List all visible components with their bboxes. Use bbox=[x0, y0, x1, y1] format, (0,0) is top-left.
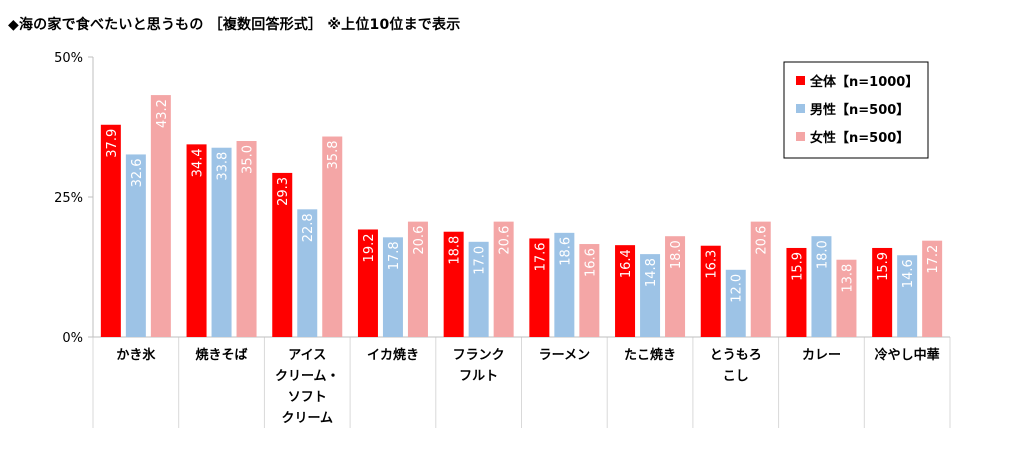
category-label: ソフト bbox=[288, 390, 327, 405]
category-label: アイス bbox=[288, 348, 326, 363]
bar-value-label: 16.3 bbox=[705, 250, 720, 279]
bar-value-label: 17.2 bbox=[926, 245, 941, 274]
bar bbox=[836, 259, 857, 337]
y-tick-label: 0% bbox=[62, 331, 83, 346]
bar bbox=[493, 221, 514, 337]
bar-value-label: 37.9 bbox=[105, 129, 120, 158]
legend-label: 全体【n=1000】 bbox=[809, 74, 918, 90]
bar bbox=[579, 244, 600, 337]
bar-value-label: 20.6 bbox=[412, 226, 427, 255]
category-label: イカ焼き bbox=[367, 347, 419, 363]
bar-value-label: 17.0 bbox=[473, 246, 488, 275]
bar-value-label: 33.8 bbox=[216, 152, 231, 181]
bar-value-label: 18.8 bbox=[448, 236, 463, 265]
bar bbox=[554, 232, 575, 337]
bar-value-label: 19.2 bbox=[362, 233, 377, 262]
bar bbox=[186, 144, 207, 337]
legend-box bbox=[783, 61, 929, 159]
bar-value-label: 16.4 bbox=[619, 249, 634, 278]
category-label: たこ焼き bbox=[624, 347, 676, 363]
bar bbox=[211, 147, 232, 337]
category-label: フルト bbox=[459, 369, 498, 384]
legend-label: 女性【n=500】 bbox=[810, 130, 909, 146]
category-label: フランク bbox=[453, 348, 505, 363]
legend-swatch bbox=[796, 104, 805, 113]
bar bbox=[125, 154, 146, 337]
bar-value-label: 14.6 bbox=[901, 259, 916, 288]
bar-value-label: 35.0 bbox=[241, 145, 256, 174]
bar bbox=[272, 172, 293, 337]
y-tick-label: 25% bbox=[54, 191, 83, 206]
category-label: クリーム bbox=[281, 411, 333, 426]
bar bbox=[443, 231, 464, 337]
bar bbox=[236, 141, 257, 337]
bar-value-label: 35.8 bbox=[326, 141, 341, 170]
category-label: かき氷 bbox=[116, 347, 156, 363]
bar bbox=[407, 221, 428, 337]
bar bbox=[357, 229, 378, 337]
bar-value-label: 13.8 bbox=[840, 264, 855, 293]
bar-value-label: 16.6 bbox=[583, 248, 598, 277]
category-label: カレー bbox=[802, 348, 841, 363]
bar-value-label: 32.6 bbox=[130, 158, 145, 187]
bar bbox=[615, 245, 636, 337]
bar-value-label: 29.3 bbox=[276, 177, 291, 206]
bar bbox=[100, 124, 121, 337]
category-label: クリーム・ bbox=[275, 369, 340, 384]
bar-value-label: 34.4 bbox=[191, 148, 206, 177]
bar bbox=[786, 247, 807, 337]
bar-value-label: 18.6 bbox=[558, 237, 573, 266]
bar bbox=[297, 209, 318, 337]
bar bbox=[897, 255, 918, 337]
bar bbox=[811, 236, 832, 337]
bar bbox=[665, 236, 686, 337]
category-label: ラーメン bbox=[539, 348, 590, 363]
bar bbox=[322, 136, 343, 337]
bar-value-label: 15.9 bbox=[790, 252, 805, 281]
bar bbox=[922, 240, 943, 337]
legend-swatch bbox=[796, 76, 805, 85]
category-label: こし bbox=[723, 369, 749, 384]
chart-title: ◆海の家で食べたいと思うもの ［複数回答形式］ ※上位10位まで表示 bbox=[8, 17, 461, 33]
category-label: とうもろ bbox=[710, 348, 762, 363]
bar bbox=[640, 254, 661, 337]
y-tick-label: 50% bbox=[54, 51, 83, 66]
bar-value-label: 20.6 bbox=[498, 226, 513, 255]
bar bbox=[468, 241, 489, 337]
bar bbox=[872, 247, 893, 337]
bar-value-label: 17.8 bbox=[387, 241, 402, 270]
bar-value-label: 22.8 bbox=[301, 213, 316, 242]
bar-value-label: 17.6 bbox=[533, 242, 548, 271]
category-label: 焼きそば bbox=[196, 347, 248, 363]
legend-swatch bbox=[796, 132, 805, 141]
legend-label: 男性【n=500】 bbox=[810, 102, 909, 118]
bar bbox=[382, 237, 403, 337]
bar bbox=[750, 221, 771, 337]
category-label: 冷やし中華 bbox=[875, 347, 940, 363]
bar-value-label: 43.2 bbox=[155, 99, 170, 128]
bar-value-label: 14.8 bbox=[644, 258, 659, 287]
bar-value-label: 18.0 bbox=[669, 240, 684, 269]
bar bbox=[150, 95, 171, 337]
bar-value-label: 20.6 bbox=[755, 226, 770, 255]
bar-value-label: 12.0 bbox=[730, 274, 745, 303]
bar-value-label: 15.9 bbox=[876, 252, 891, 281]
bar bbox=[725, 269, 746, 337]
bar bbox=[529, 238, 550, 337]
bar-value-label: 18.0 bbox=[815, 240, 830, 269]
bar bbox=[700, 245, 721, 337]
